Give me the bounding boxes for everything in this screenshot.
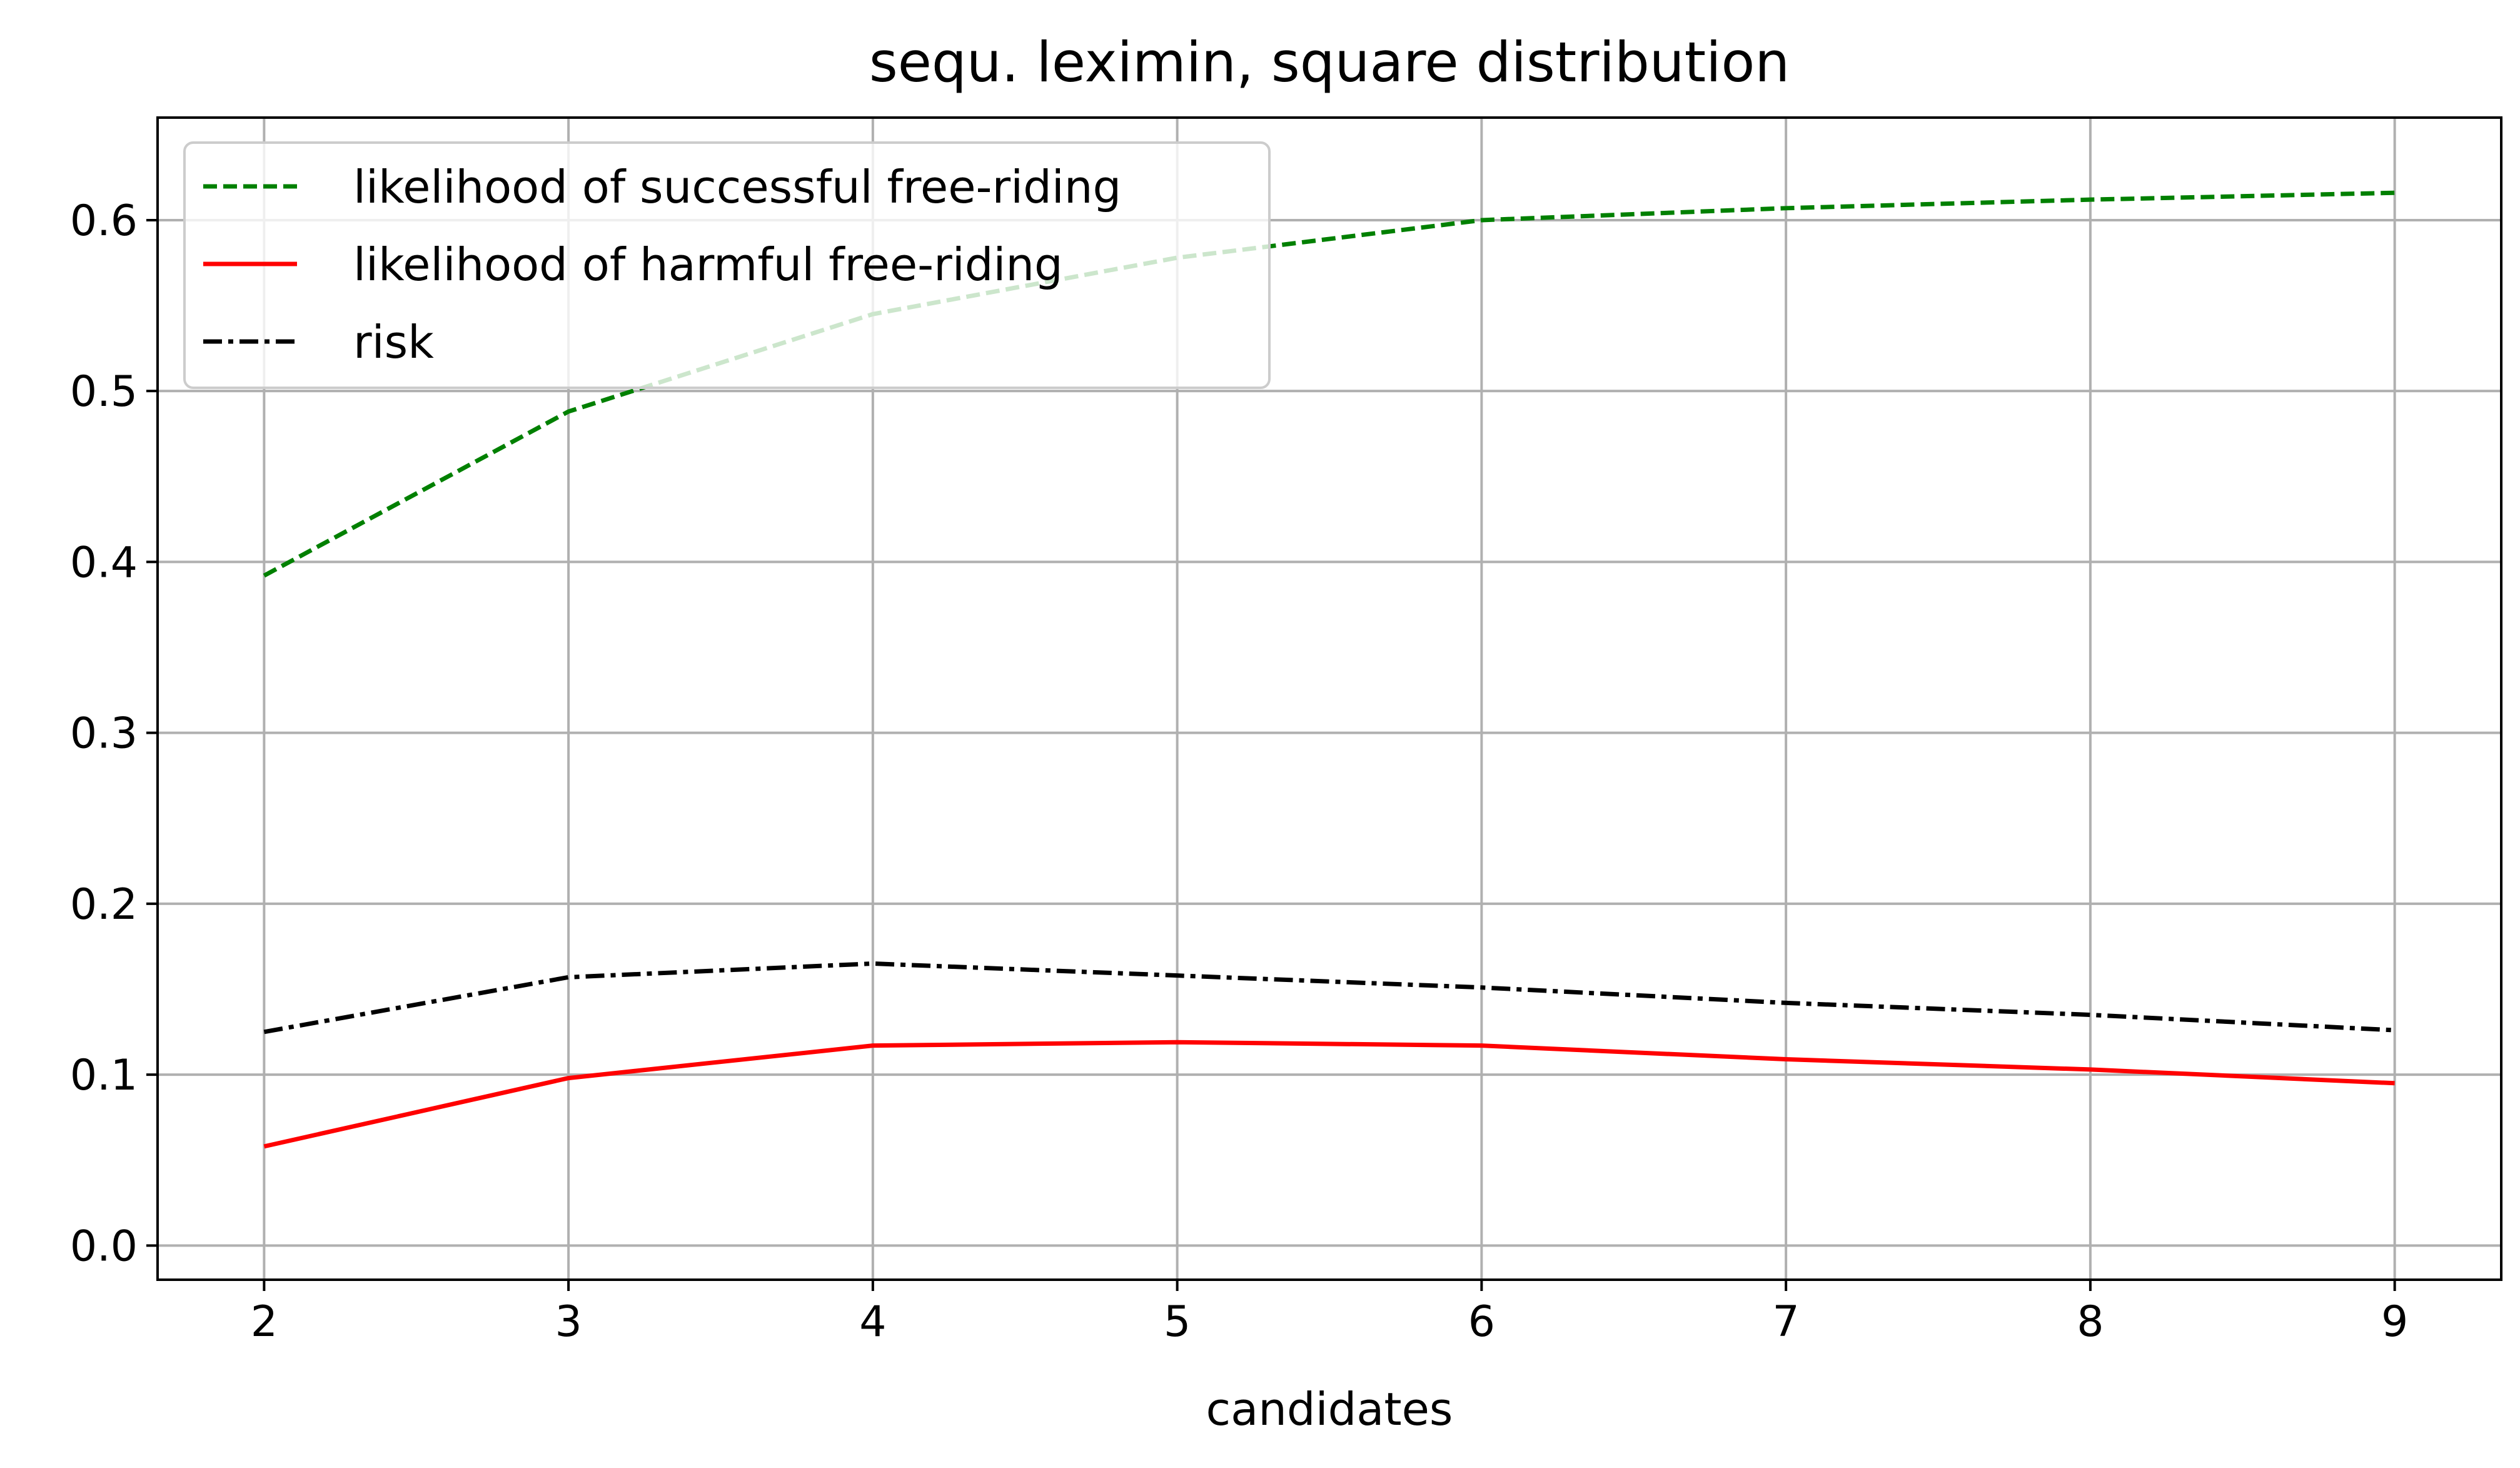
y-tick-label: 0.2 [70,880,138,929]
y-tick-label: 0.5 [70,367,138,417]
y-tick-label: 0.4 [70,538,138,587]
x-tick-label: 2 [251,1297,278,1347]
x-axis-label: candidates [1206,1383,1453,1435]
x-tick-label: 5 [1164,1297,1191,1347]
x-tick-label: 8 [2077,1297,2104,1347]
y-axis-ticks: 0.0 0.1 0.2 0.3 0.4 0.5 0.6 [70,196,158,1271]
series-line-3 [263,961,2395,1035]
y-tick-label: 0.1 [70,1051,138,1100]
series-line-1 [263,190,2395,578]
series-line-2 [263,1040,2395,1149]
legend-label-3: risk [353,316,434,368]
y-tick-label: 0.3 [70,709,138,759]
x-axis-ticks: 2 3 4 5 6 7 8 9 [251,1280,2408,1347]
x-tick-label: 3 [555,1297,582,1347]
series-lines [263,190,2395,1149]
y-tick-label: 0.6 [70,196,138,246]
chart-title: sequ. leximin, square distribution [869,30,1790,94]
x-tick-label: 7 [1772,1297,1799,1347]
x-tick-label: 6 [1468,1297,1495,1347]
legend-box [183,141,1271,389]
legend-label-2: likelihood of harmful free-riding [353,238,1063,291]
x-tick-label: 4 [859,1297,886,1347]
legend-entries: likelihood of successful free-riding like… [203,161,1121,368]
y-tick-label: 0.0 [70,1222,138,1271]
legend: likelihood of successful free-riding like… [183,141,1271,389]
legend-label-1: likelihood of successful free-riding [353,161,1121,213]
x-tick-label: 9 [2381,1297,2408,1347]
plot-frame [156,116,2502,1281]
